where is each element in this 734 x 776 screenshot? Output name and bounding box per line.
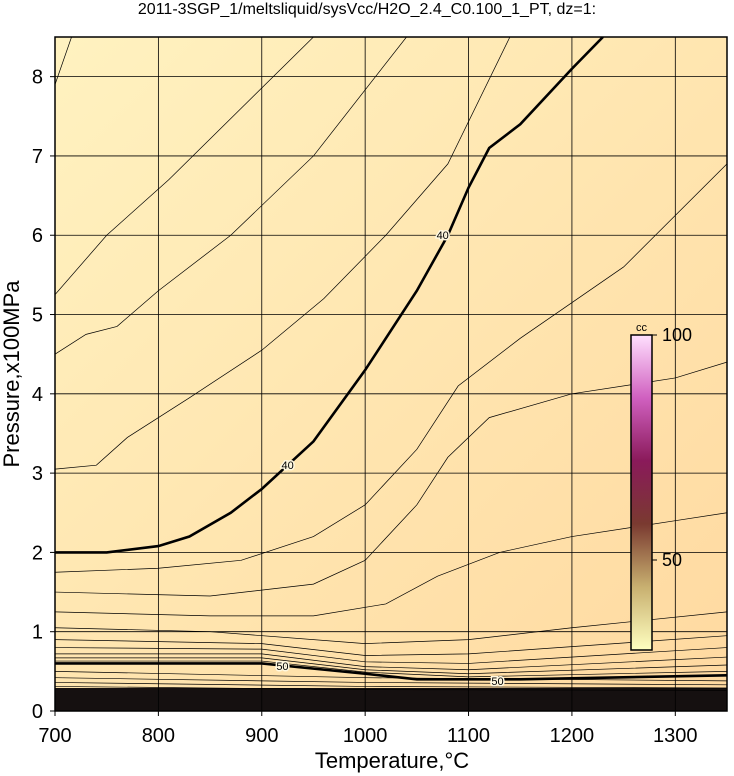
y-tick-label: 5 <box>32 305 43 327</box>
dense-contours <box>55 688 727 711</box>
contour-label: 40 <box>281 460 293 472</box>
x-tick-label: 1300 <box>653 725 698 747</box>
y-tick-label: 0 <box>32 701 43 723</box>
contour-line <box>55 662 727 681</box>
y-tick-label: 7 <box>32 146 43 168</box>
contour-label: 50 <box>491 676 503 688</box>
contour-label: 40 <box>437 230 449 242</box>
contour-line <box>55 611 727 644</box>
y-axis-label: Pressure,x100MPa <box>0 280 24 468</box>
y-tick-label: 2 <box>32 542 43 564</box>
x-tick-label: 700 <box>38 725 71 747</box>
y-tick-label: 8 <box>32 67 43 89</box>
x-tick-label: 1200 <box>550 725 595 747</box>
x-tick-label: 1000 <box>343 725 388 747</box>
chart-title: 2011-3SGP_1/meltsliquid/sysVcc/H2O_2.4_C… <box>138 1 596 18</box>
y-tick-label: 4 <box>32 384 43 406</box>
colorbar-label: cc <box>636 322 648 334</box>
y-tick-label: 6 <box>32 225 43 247</box>
x-tick-label: 1100 <box>447 725 490 747</box>
contour-label: 50 <box>276 661 288 673</box>
contour-line <box>55 37 314 295</box>
plot-frame <box>54 36 728 712</box>
y-tick-label: 3 <box>32 463 43 485</box>
plot-area <box>55 37 727 711</box>
colorbar-tick-label: 100 <box>662 325 692 345</box>
x-axis-label: Temperature,°C <box>315 748 469 773</box>
colorbar-tick-label: 50 <box>662 550 682 570</box>
x-tick-label: 800 <box>142 725 175 747</box>
x-tick-label: 900 <box>245 725 278 747</box>
colorbar <box>630 334 653 651</box>
y-tick-label: 1 <box>32 622 43 644</box>
